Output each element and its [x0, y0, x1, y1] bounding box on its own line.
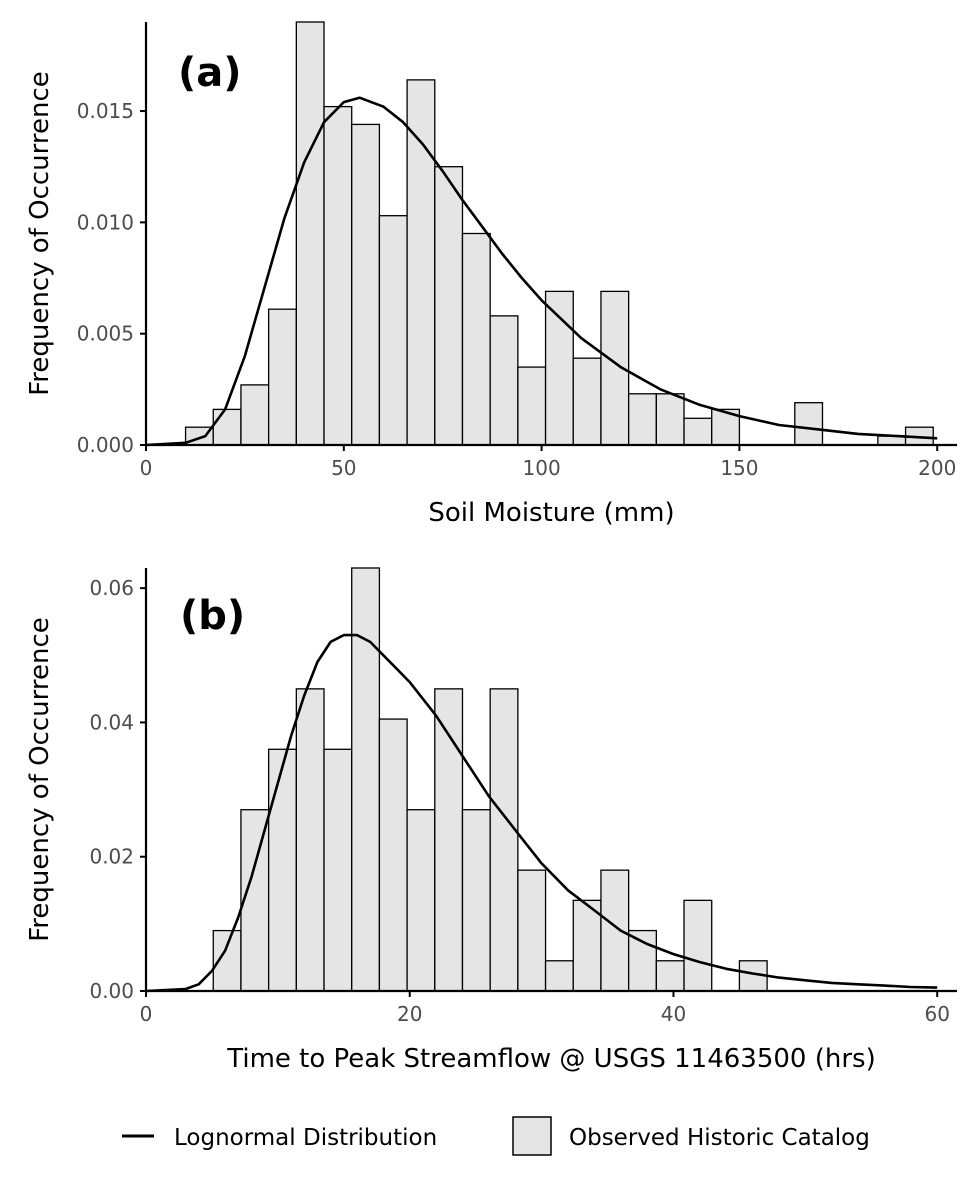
histogram-bar	[517, 869, 547, 992]
x-axis-title: Soil Moisture (mm)	[428, 498, 674, 528]
y-tick-label: 0.02	[89, 845, 134, 869]
histogram-bar	[683, 417, 713, 446]
y-tick-label: 0.06	[89, 576, 134, 600]
histogram-bar	[572, 357, 602, 446]
x-tick-label: 0	[140, 1002, 153, 1026]
histogram-bar	[517, 366, 547, 446]
histogram-bar	[378, 215, 408, 446]
panel-b-chart: 0 20 40 60 0.00 0.02 0.04 0.06 Time to Peak Stre…	[25, 567, 957, 1074]
histogram-bar	[240, 809, 270, 992]
histogram-bar	[267, 308, 297, 446]
histogram-bar	[489, 315, 519, 446]
y-tick-label: 0.005	[77, 322, 134, 346]
histogram-bar	[489, 688, 519, 992]
legend: Lognormal Distribution Observed Historic…	[122, 1116, 870, 1156]
histogram-bar	[461, 232, 491, 446]
histogram-bar	[323, 105, 353, 446]
histogram-bar	[655, 960, 685, 992]
legend-label-lognormal: Lognormal Distribution	[174, 1125, 437, 1151]
x-tick-label: 20	[397, 1002, 422, 1026]
histogram-bar	[351, 567, 381, 992]
histogram-bar	[212, 408, 242, 446]
histogram-bar	[794, 402, 824, 446]
panel-label: (b)	[180, 593, 245, 639]
histogram-bar	[406, 809, 436, 992]
x-tick-label: 200	[918, 456, 956, 480]
lognormal-curve	[145, 633, 938, 993]
x-tick-label: 60	[924, 1002, 949, 1026]
legend-label-observed: Observed Historic Catalog	[569, 1125, 870, 1151]
lognormal-curve	[145, 96, 938, 447]
x-tick-label: 0	[140, 456, 153, 480]
histogram-bar	[406, 79, 436, 446]
y-tick-label: 0.010	[77, 210, 134, 234]
panel-label: (a)	[178, 50, 242, 96]
histogram-bar	[351, 123, 381, 446]
legend-box-key	[512, 1116, 552, 1156]
x-tick-label: 40	[661, 1002, 686, 1026]
x-axis-title: Time to Peak Streamflow @ USGS 11463500 …	[226, 1044, 875, 1074]
x-tick-label: 50	[331, 456, 356, 480]
histogram-bar	[544, 960, 574, 992]
y-tick-label: 0.00	[89, 979, 134, 1003]
x-tick-label: 150	[720, 456, 758, 480]
histogram-bar	[434, 166, 464, 446]
histogram-bar	[434, 688, 464, 992]
histogram-bar	[323, 748, 353, 992]
histogram-bar	[627, 929, 657, 992]
panel-a-chart: 0 50 100 150 200 0.000 0.005 0.010 0.015 Soil Moi…	[25, 21, 957, 528]
histogram-bar	[655, 393, 685, 446]
histogram-bar	[240, 384, 270, 446]
histogram-bar	[461, 809, 491, 992]
y-tick-label: 0.015	[77, 99, 134, 123]
histogram-bar	[295, 21, 325, 446]
histogram-bar	[267, 748, 297, 992]
y-axis-title: Frequency of Occurrence	[25, 617, 55, 942]
x-tick-label: 100	[523, 456, 561, 480]
histogram-bar	[600, 869, 630, 992]
histogram-bar	[683, 899, 713, 992]
histogram-bar	[544, 290, 574, 446]
histogram-bar	[627, 393, 657, 446]
y-tick-label: 0.000	[77, 433, 134, 457]
histogram-bar	[295, 688, 325, 992]
histogram-bar	[378, 718, 408, 992]
y-tick-label: 0.04	[89, 710, 134, 734]
y-axis-title: Frequency of Occurrence	[25, 71, 55, 396]
histogram-bar	[572, 899, 602, 992]
